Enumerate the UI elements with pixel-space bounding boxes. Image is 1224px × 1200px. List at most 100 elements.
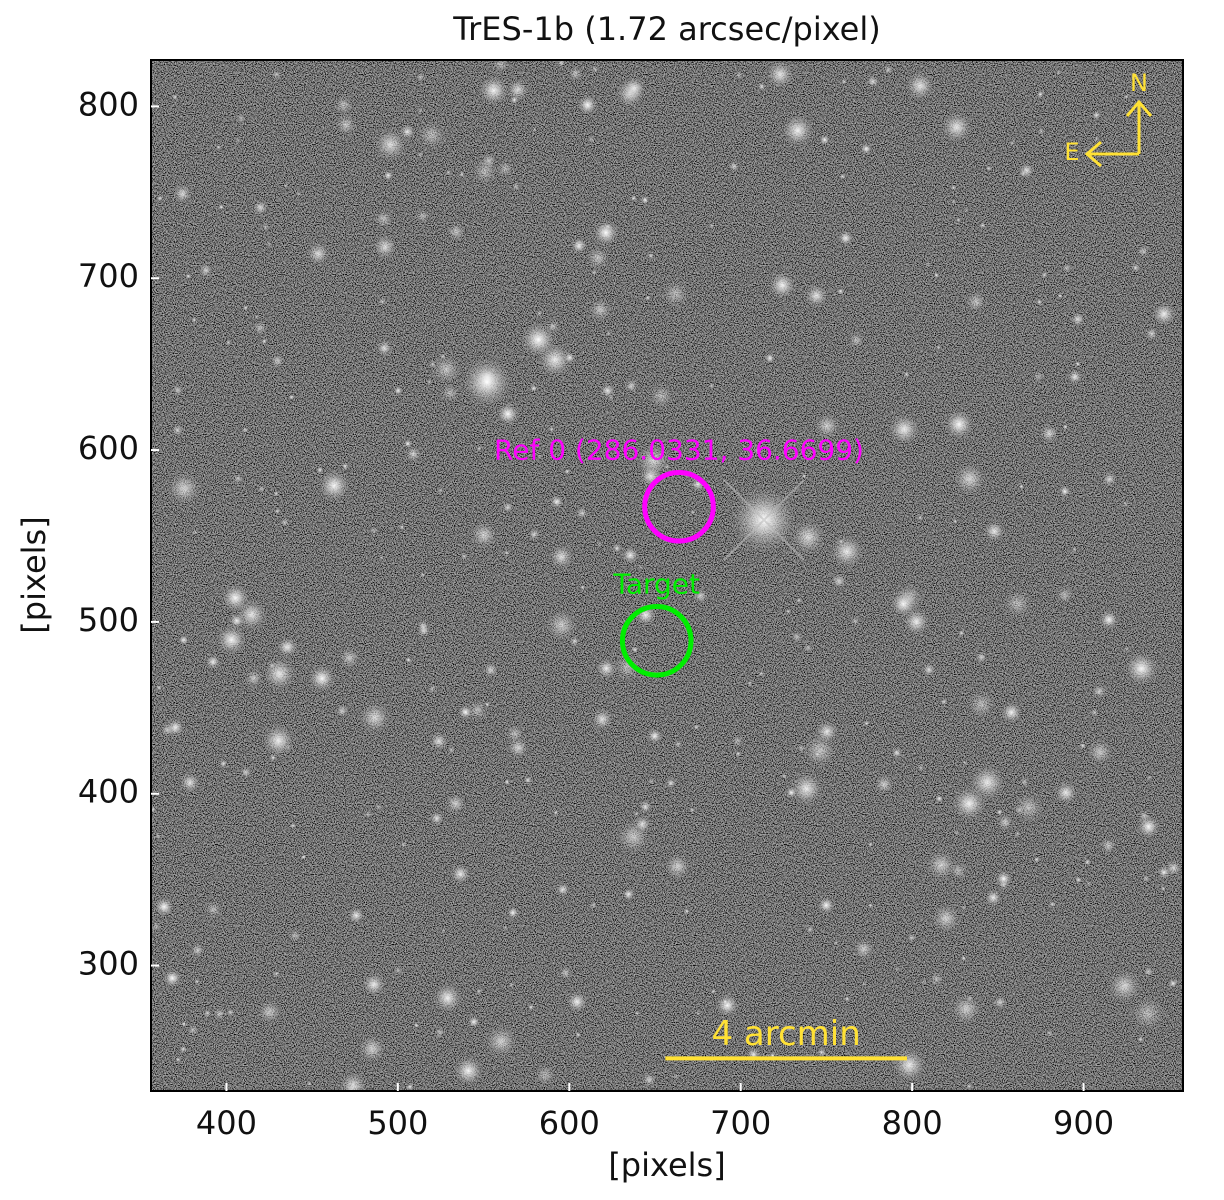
star [638,799,653,814]
star [570,236,588,255]
star [475,988,483,995]
star [341,462,350,471]
star [369,525,379,536]
star [819,134,831,146]
star [429,731,449,752]
star [375,339,394,357]
star [850,616,861,627]
star [590,65,600,74]
star [852,937,875,961]
star [361,972,387,997]
star [940,111,973,144]
x-tick-label: 700 [710,1104,771,1142]
y-tick-label: 600 [78,429,139,467]
star [960,904,967,911]
star [734,70,744,80]
image-noise [151,60,1183,1091]
star [1151,301,1177,327]
star [962,207,969,214]
star [916,763,926,772]
star [544,608,579,643]
star [447,745,457,755]
star [171,423,185,437]
star [334,113,358,137]
star [1033,856,1041,864]
star [1136,814,1161,839]
star [1062,423,1069,430]
star [153,896,175,918]
stars [151,60,1183,1091]
star [833,939,840,947]
star [612,652,643,682]
star [925,261,932,268]
star [252,320,268,336]
star [803,283,829,309]
star [830,573,847,589]
star [239,766,253,779]
star [257,484,266,493]
star [501,501,514,514]
star [405,1082,415,1091]
star [1121,499,1130,509]
star [952,518,959,525]
star [564,468,571,475]
star [735,750,742,757]
star [266,240,273,247]
star [185,273,192,280]
star [270,69,282,81]
y-tick-label: 400 [78,773,139,811]
star [789,771,824,807]
star [903,371,910,378]
diffraction-spike [723,479,805,561]
star [764,352,776,364]
star [998,879,1009,891]
star [837,538,845,545]
star [415,72,426,83]
star [621,546,640,565]
star [1040,270,1049,279]
star [1000,701,1023,724]
star [212,1007,227,1021]
star [218,759,228,769]
star [1144,326,1159,341]
star [1053,780,1079,806]
star [1142,966,1155,978]
star [795,597,803,604]
star [840,78,847,85]
star [178,634,190,646]
star [569,635,581,647]
star [217,203,225,211]
star [300,853,307,861]
star [663,852,692,881]
star [1054,585,1075,605]
star [191,316,198,324]
star [427,683,438,695]
star [996,808,1004,816]
star [891,1047,927,1083]
star [577,94,599,116]
star [817,1048,827,1057]
y-tick-label: 300 [78,945,139,983]
star [596,540,603,547]
star [935,344,942,351]
star [683,907,691,915]
star [151,804,158,815]
star [1061,262,1072,274]
star [426,379,433,386]
star [757,670,765,678]
star [587,135,596,144]
y-tick-label: 500 [78,601,139,639]
star [1035,298,1043,306]
star [1093,136,1100,143]
overlay: Ref 0 (286.0331, 36.6699) Target 4 arcmin N… [494,69,1153,1061]
star [552,809,559,816]
star [1019,170,1027,177]
star [416,120,447,151]
star [660,279,691,309]
star [405,656,412,664]
star [430,353,463,386]
star [503,549,511,557]
star [165,717,185,738]
star [1123,645,1130,653]
star [347,906,365,925]
